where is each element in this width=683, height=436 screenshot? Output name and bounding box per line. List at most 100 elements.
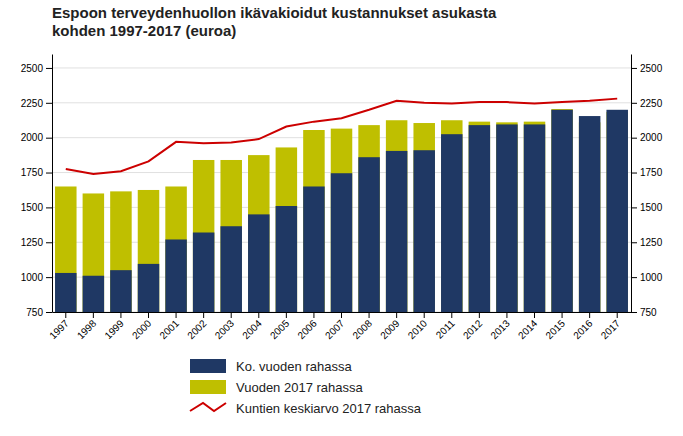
tick-label: 2250 (640, 98, 663, 109)
bar (441, 120, 463, 312)
legend-symbol (190, 359, 226, 373)
bar (496, 124, 518, 312)
tick-mark (46, 68, 52, 69)
tick-mark (369, 312, 370, 318)
bar (303, 186, 325, 312)
tick: 2017 (599, 312, 623, 341)
legend-label: Vuoden 2017 rahassa (236, 380, 364, 395)
tick-label: 2013 (488, 317, 512, 341)
bar (276, 206, 298, 312)
tick-label: 2010 (406, 317, 430, 341)
tick-mark (631, 103, 637, 104)
bar (331, 129, 353, 312)
tick: 2000 (631, 132, 663, 143)
bar-series (55, 109, 628, 312)
bar (469, 125, 491, 312)
tick: 1250 (631, 237, 663, 248)
tick-label: 2002 (185, 317, 209, 341)
grid-line (52, 67, 631, 68)
tick-mark (65, 312, 66, 318)
title-line: Espoon terveydenhuollon ikävakioidut kus… (52, 4, 497, 21)
tick: 2015 (544, 312, 568, 341)
bar-series (55, 110, 628, 312)
tick-label: 2009 (378, 317, 402, 341)
tick: 2011 (434, 312, 457, 341)
legend-symbol (190, 380, 226, 394)
tick-label: 2500 (21, 63, 44, 74)
tick-label: 2250 (21, 98, 44, 109)
tick: 2009 (378, 312, 402, 341)
tick-mark (534, 312, 535, 318)
tick-mark (424, 312, 425, 318)
line (66, 99, 617, 174)
tick-mark (46, 242, 52, 243)
tick-label: 1500 (640, 202, 663, 213)
bar (276, 147, 298, 312)
x-axis: 1997199819992000200120022003200420052006… (47, 312, 631, 341)
tick-mark (46, 103, 52, 104)
tick-mark (562, 312, 563, 318)
bar (110, 270, 132, 312)
bar (606, 110, 628, 312)
tick: 2012 (461, 312, 485, 341)
tick-mark (631, 242, 637, 243)
tick-mark (93, 312, 94, 318)
tick-label: 1998 (75, 317, 99, 341)
bar (193, 233, 215, 312)
bar (165, 239, 187, 312)
tick-label: 2001 (158, 317, 182, 341)
bar (55, 186, 77, 312)
bar (248, 214, 270, 312)
tick: 2005 (268, 312, 292, 341)
tick: 2001 (158, 312, 182, 341)
bar (386, 151, 408, 312)
tick-label: 2500 (640, 63, 663, 74)
tick: 2006 (295, 312, 319, 341)
tick-mark (176, 312, 177, 318)
tick-mark (46, 277, 52, 278)
bar (386, 120, 408, 312)
tick-mark (46, 138, 52, 139)
legend-symbol (190, 403, 226, 411)
tick-mark (341, 312, 342, 318)
tick-label: 2003 (213, 317, 237, 341)
tick: 750 (26, 307, 52, 318)
legend: Ko. vuoden rahassaVuoden 2017 rahassaKun… (190, 359, 422, 416)
tick: 750 (631, 307, 657, 318)
tick-label: 1250 (21, 237, 44, 248)
bar (579, 116, 601, 312)
tick: 2500 (631, 63, 663, 74)
bar (138, 264, 160, 312)
tick: 2500 (21, 63, 52, 74)
tick: 1500 (21, 202, 52, 213)
bar (469, 122, 491, 312)
tick: 1998 (75, 312, 99, 341)
tick: 2002 (185, 312, 209, 341)
legend-item: Vuoden 2017 rahassa (190, 380, 364, 395)
tick-mark (286, 312, 287, 318)
tick-label: 1997 (47, 317, 71, 341)
tick: 2250 (21, 98, 52, 109)
tick: 2007 (323, 312, 347, 341)
tick: 2016 (571, 312, 595, 341)
tick-label: 750 (26, 307, 43, 318)
tick: 2013 (488, 312, 512, 341)
tick: 1250 (21, 237, 52, 248)
tick-mark (479, 312, 480, 318)
tick-mark (631, 138, 637, 139)
bar (165, 186, 187, 312)
tick: 1500 (631, 202, 663, 213)
tick: 1750 (631, 167, 663, 178)
tick: 1999 (102, 312, 126, 341)
tick-label: 1750 (21, 167, 44, 178)
title: Espoon terveydenhuollon ikävakioidut kus… (52, 4, 497, 39)
tick: 1000 (21, 272, 52, 283)
tick-label: 2000 (130, 317, 154, 341)
tick: 2008 (351, 312, 375, 341)
tick-label: 2000 (21, 132, 44, 143)
bar (138, 190, 160, 312)
tick: 1000 (631, 272, 663, 283)
tick-mark (231, 312, 232, 318)
tick-label: 1999 (102, 317, 126, 341)
tick-label: 1500 (21, 202, 44, 213)
